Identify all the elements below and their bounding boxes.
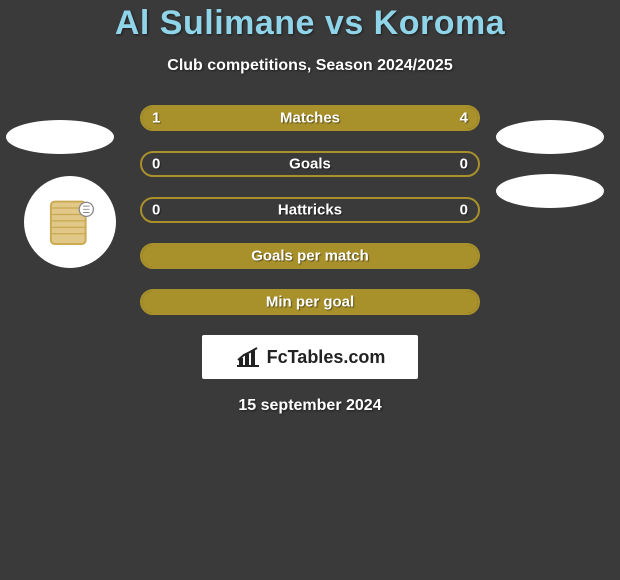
- stat-bars: Matches14Goals00Hattricks00Goals per mat…: [140, 105, 480, 315]
- stat-bar: Min per goal: [140, 289, 480, 315]
- player-right-badge-2: [496, 174, 604, 208]
- bar-label: Goals per match: [142, 248, 478, 265]
- chart-icon: [235, 346, 261, 368]
- player-left-badge: [6, 120, 114, 154]
- stat-bar: Hattricks0 0: [140, 197, 480, 223]
- bar-label: Goals: [142, 156, 478, 173]
- bar-value-left: 1: [152, 110, 160, 127]
- bar-value-left: 0: [152, 156, 160, 173]
- player-left-avatar: [24, 176, 116, 268]
- stat-bar: Matches1 4: [140, 105, 480, 131]
- bar-label: Hattricks: [142, 202, 478, 219]
- bar-value-right: 4: [460, 110, 468, 127]
- bar-value-right: 0: [460, 156, 468, 173]
- player-right-badge: [496, 120, 604, 154]
- stat-bar: Goals0 0: [140, 151, 480, 177]
- bar-label: Matches: [142, 110, 478, 127]
- bar-value-left: 0: [152, 202, 160, 219]
- site-logo: FcTables.com: [202, 335, 418, 379]
- player-placeholder-icon: [38, 190, 102, 254]
- bar-value-right: 0: [460, 202, 468, 219]
- subtitle: Club competitions, Season 2024/2025: [0, 57, 620, 75]
- site-logo-text: FcTables.com: [267, 347, 386, 368]
- stat-bar: Goals per match: [140, 243, 480, 269]
- bar-label: Min per goal: [142, 294, 478, 311]
- page-title: Al Sulimane vs Koroma: [0, 4, 620, 43]
- date-label: 15 september 2024: [0, 397, 620, 415]
